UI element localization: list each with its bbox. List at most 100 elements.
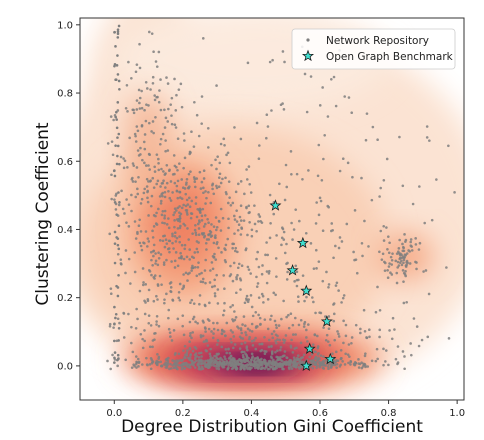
network-repository-point [231,331,234,334]
network-repository-point [189,170,192,173]
network-repository-point [401,242,404,246]
network-repository-point [272,291,276,295]
network-repository-point [209,347,212,351]
network-repository-point [264,350,268,353]
network-repository-point [199,280,203,284]
network-repository-point [138,241,142,245]
network-repository-point [178,162,181,165]
network-repository-point [223,287,226,291]
network-repository-point [118,201,121,204]
network-repository-point [215,228,218,232]
network-repository-point [146,297,150,301]
network-repository-point [350,336,354,339]
network-repository-point [174,352,177,355]
network-repository-point [150,130,153,133]
network-repository-point [270,332,274,336]
network-repository-point [376,138,379,142]
network-repository-point [257,220,260,223]
network-repository-point [141,267,145,270]
network-repository-point [262,301,265,304]
network-repository-point [161,239,165,243]
network-repository-point [316,353,320,356]
network-repository-point [146,200,150,204]
network-repository-point [194,202,198,205]
network-repository-point [153,274,157,277]
network-repository-point [257,296,261,299]
network-repository-point [167,356,170,360]
network-repository-point [334,104,338,108]
network-repository-point [244,333,248,337]
network-repository-point [209,269,212,272]
network-repository-point [234,190,238,194]
network-repository-point [285,315,288,319]
network-repository-point [173,77,176,81]
network-repository-point [415,267,418,271]
network-repository-point [158,239,162,242]
network-repository-point [122,336,126,339]
network-repository-point [282,341,286,344]
network-repository-point [250,234,254,238]
network-repository-point [427,292,431,296]
network-repository-point [113,169,116,172]
network-repository-point [137,175,140,179]
network-repository-point [216,321,219,325]
network-repository-point [272,358,275,362]
network-repository-point [232,261,236,265]
network-repository-point [117,326,121,330]
network-repository-point [331,228,334,232]
network-repository-point [395,271,399,275]
network-repository-point [223,360,226,364]
network-repository-point [249,272,252,275]
network-repository-point [311,343,315,346]
network-repository-point [115,64,119,67]
network-repository-point [169,180,173,183]
network-repository-point [418,241,422,245]
network-repository-point [213,292,217,295]
network-repository-point [257,313,260,317]
network-repository-point [146,190,149,194]
network-repository-point [348,355,351,358]
network-repository-point [133,251,137,254]
network-repository-point [163,301,166,305]
network-repository-point [338,236,342,239]
network-repository-point [193,180,197,184]
network-repository-point [117,79,121,83]
network-repository-point [152,214,156,217]
network-repository-point [211,254,215,258]
network-repository-point [401,249,405,253]
network-repository-point [188,185,191,189]
network-repository-point [365,112,369,115]
network-repository-point [353,363,356,367]
network-repository-point [312,359,315,363]
open-graph-benchmark-point [296,236,309,249]
y-tick-label: 0.4 [57,225,73,236]
network-repository-point [193,177,197,181]
network-repository-point [238,347,242,350]
network-repository-point [190,266,194,270]
network-repository-point [116,243,120,247]
network-repository-point [363,354,367,358]
network-repository-point [343,95,347,98]
network-repository-point [295,358,299,362]
network-repository-point [307,323,310,326]
network-repository-point [182,349,185,352]
network-repository-point [156,95,159,99]
network-repository-point [229,264,232,268]
network-repository-point [170,122,174,126]
network-repository-point [155,65,159,68]
network-repository-point [185,211,189,214]
network-repository-point [215,362,219,366]
network-repository-point [247,356,250,360]
network-repository-point [215,240,219,244]
network-repository-point [395,281,399,285]
network-repository-point [388,262,391,265]
network-repository-point [113,31,116,34]
network-repository-point [208,319,211,322]
network-repository-point [340,301,343,304]
network-repository-point [422,270,425,273]
network-repository-point [224,357,227,361]
network-repository-point [173,211,176,214]
network-repository-point [167,226,171,230]
network-repository-point [185,255,189,259]
network-repository-point [200,351,203,355]
